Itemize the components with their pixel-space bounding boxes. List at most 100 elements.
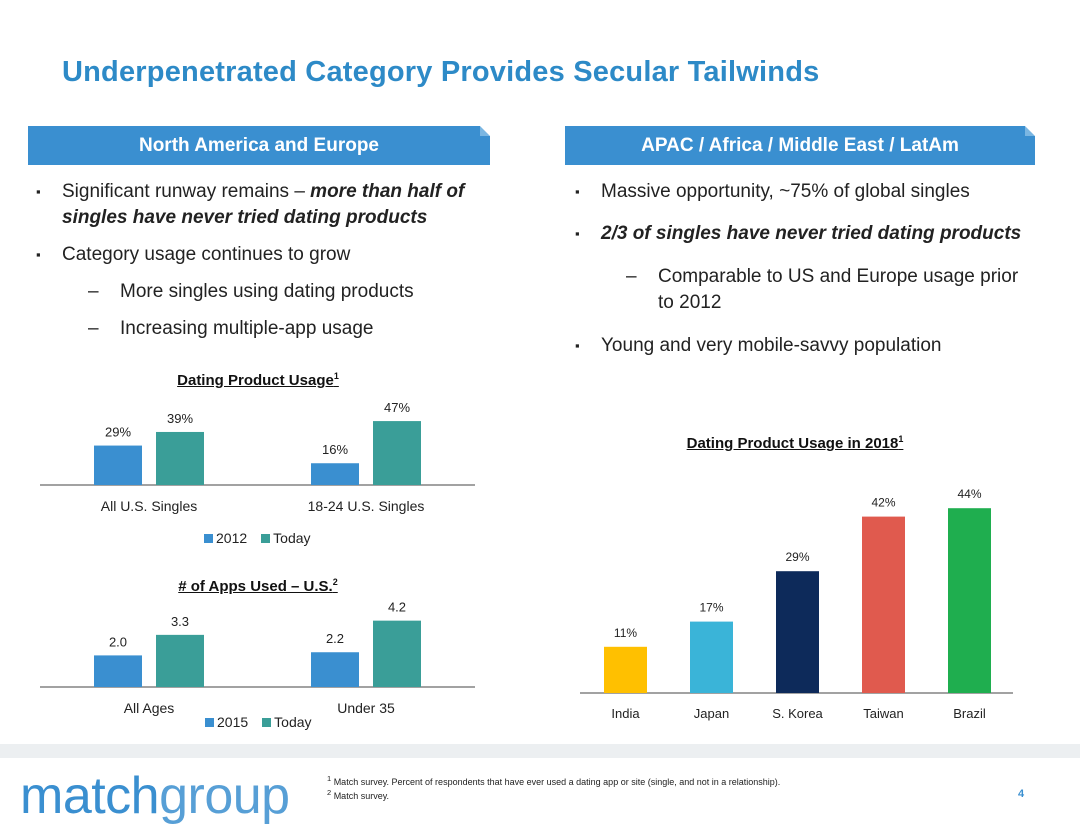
bullet-emphasis: singles have never tried dating products xyxy=(62,207,428,228)
bullet-marker: ▪ xyxy=(36,247,41,262)
data-label: 16% xyxy=(322,442,348,457)
bullet-text: Significant runway remains – xyxy=(62,181,311,202)
data-label: 47% xyxy=(384,400,410,415)
left-section-header: North America and Europe xyxy=(28,126,490,165)
chart2-title: # of Apps Used – U.S.2 xyxy=(108,577,408,595)
legend-swatch xyxy=(204,534,213,543)
right-header-label: APAC / Africa / Middle East / LatAm xyxy=(641,134,959,156)
footnote-mark: 1 xyxy=(327,774,332,783)
sub-bullet-text: to 2012 xyxy=(658,292,722,313)
chart1-legend: 2012 Today xyxy=(204,530,311,546)
legend-item-today: Today xyxy=(261,530,311,546)
bar xyxy=(776,571,819,693)
category-label: S. Korea xyxy=(772,706,823,721)
legend-item-2015: 2015 xyxy=(205,714,248,730)
legend-swatch xyxy=(262,718,272,727)
category-label: Taiwan xyxy=(863,706,903,721)
bar xyxy=(156,634,204,687)
bar xyxy=(604,646,647,693)
chart3-usage-2018-by-country: 11% India 17% Japan 29% S. Korea 42% Taiwan 44% B… xyxy=(580,487,1013,721)
data-label: 44% xyxy=(957,487,981,501)
legend-swatch xyxy=(261,534,271,543)
bullet-text: Young and very mobile-savvy population xyxy=(601,335,942,356)
category-label: Japan xyxy=(694,706,729,721)
data-label: 29% xyxy=(785,550,809,564)
category-label: India xyxy=(611,706,640,721)
legend-swatch xyxy=(205,718,214,727)
chart2-title-text: # of Apps Used – U.S. xyxy=(178,578,333,595)
chart2-apps-used: 2.0 3.3 All Ages 2.2 4.2 Under 35 xyxy=(40,600,475,716)
bar xyxy=(311,463,359,485)
right-sub-bullet-1: – Comparable to US and Europe usage prio… xyxy=(626,264,1036,318)
footer-band xyxy=(0,744,1080,758)
page-title: Underpenetrated Category Provides Secula… xyxy=(62,56,820,88)
footnote-1: 1 Match survey. Percent of respondents t… xyxy=(327,774,780,787)
left-sub-bullet-1: – More singles using dating products xyxy=(88,279,488,307)
legend-item-today: Today xyxy=(262,714,312,730)
sub-bullet-text: Increasing multiple-app usage xyxy=(120,318,374,339)
chart1-title-footnote-mark: 1 xyxy=(333,371,339,381)
logo-part-match: match xyxy=(20,767,160,825)
legend-label: 2015 xyxy=(217,714,249,730)
bullet-marker: ▪ xyxy=(575,338,580,353)
bar xyxy=(156,431,204,485)
data-label: 2.0 xyxy=(109,634,127,649)
bullet-text: Massive opportunity, ~75% of global sing… xyxy=(601,181,970,202)
right-section-header: APAC / Africa / Middle East / LatAm xyxy=(565,126,1035,165)
bar xyxy=(373,421,421,485)
bullet-text: Category usage continues to grow xyxy=(62,244,351,265)
chart3-title-footnote-mark: 1 xyxy=(898,434,904,444)
category-label: 18-24 U.S. Singles xyxy=(308,498,425,514)
footnote-text: Match survey. xyxy=(333,791,390,801)
logo-part-group: group xyxy=(159,767,290,825)
bar xyxy=(948,508,991,693)
legend-label: Today xyxy=(273,530,311,546)
sub-bullet-text: Comparable to US and Europe usage prior xyxy=(658,266,1019,287)
chart1-title: Dating Product Usage1 xyxy=(108,371,408,389)
legend-item-2012: 2012 xyxy=(204,530,247,546)
sub-bullet-text: More singles using dating products xyxy=(120,281,414,302)
data-label: 4.2 xyxy=(388,600,406,615)
bullet-marker: ▪ xyxy=(36,184,41,199)
bullet-marker: ▪ xyxy=(575,226,580,241)
legend-label: 2012 xyxy=(216,530,248,546)
bullet-marker: ▪ xyxy=(575,184,580,199)
right-bullet-3: ▪ Young and very mobile-savvy population xyxy=(575,333,1035,361)
right-bullet-1: ▪ Massive opportunity, ~75% of global si… xyxy=(575,179,1035,207)
bullet-emphasis: more than half of xyxy=(310,181,465,202)
right-bullet-2: ▪ 2/3 of singles have never tried dating… xyxy=(575,221,1035,249)
bar xyxy=(94,445,142,485)
footnote-text: Match survey. Percent of respondents tha… xyxy=(333,777,781,787)
category-label: All U.S. Singles xyxy=(101,498,197,514)
footnote-mark: 2 xyxy=(327,788,332,797)
left-header-label: North America and Europe xyxy=(138,134,379,156)
data-label: 17% xyxy=(699,601,723,615)
matchgroup-logo: matchgroup xyxy=(20,766,290,826)
bar xyxy=(862,516,905,693)
page-number: 4 xyxy=(1018,788,1025,800)
bullet-text: 2/3 of singles have never tried dating p… xyxy=(601,223,1022,244)
chart2-title-footnote-mark: 2 xyxy=(332,577,338,587)
category-label: Under 35 xyxy=(337,700,395,716)
data-label: 39% xyxy=(167,411,193,426)
chart3-title: Dating Product Usage in 20181 xyxy=(645,434,945,452)
bar xyxy=(373,620,421,687)
data-label: 42% xyxy=(871,496,895,510)
bar xyxy=(690,621,733,693)
chart1-title-text: Dating Product Usage xyxy=(177,372,334,389)
left-sub-bullet-2: – Increasing multiple-app usage xyxy=(88,316,488,344)
chart1-usage-2012-vs-today: 29% 39% All U.S. Singles 16% 47% 18-24 U.S. S… xyxy=(40,400,475,514)
data-label: 3.3 xyxy=(171,614,189,629)
bar xyxy=(311,652,359,687)
chart2-legend: 2015 Today xyxy=(205,714,312,730)
footnote-2: 2 Match survey. xyxy=(327,788,389,801)
chart3-title-text: Dating Product Usage in 2018 xyxy=(686,435,899,452)
header-fold-decoration xyxy=(1025,126,1035,136)
header-fold-decoration xyxy=(480,126,490,136)
data-label: 29% xyxy=(105,425,131,440)
data-label: 2.2 xyxy=(326,631,344,646)
data-label: 11% xyxy=(614,626,637,640)
dash-marker: – xyxy=(88,318,99,339)
category-label: Brazil xyxy=(953,706,986,721)
left-bullet-1: ▪ Significant runway remains – more than… xyxy=(36,179,486,233)
